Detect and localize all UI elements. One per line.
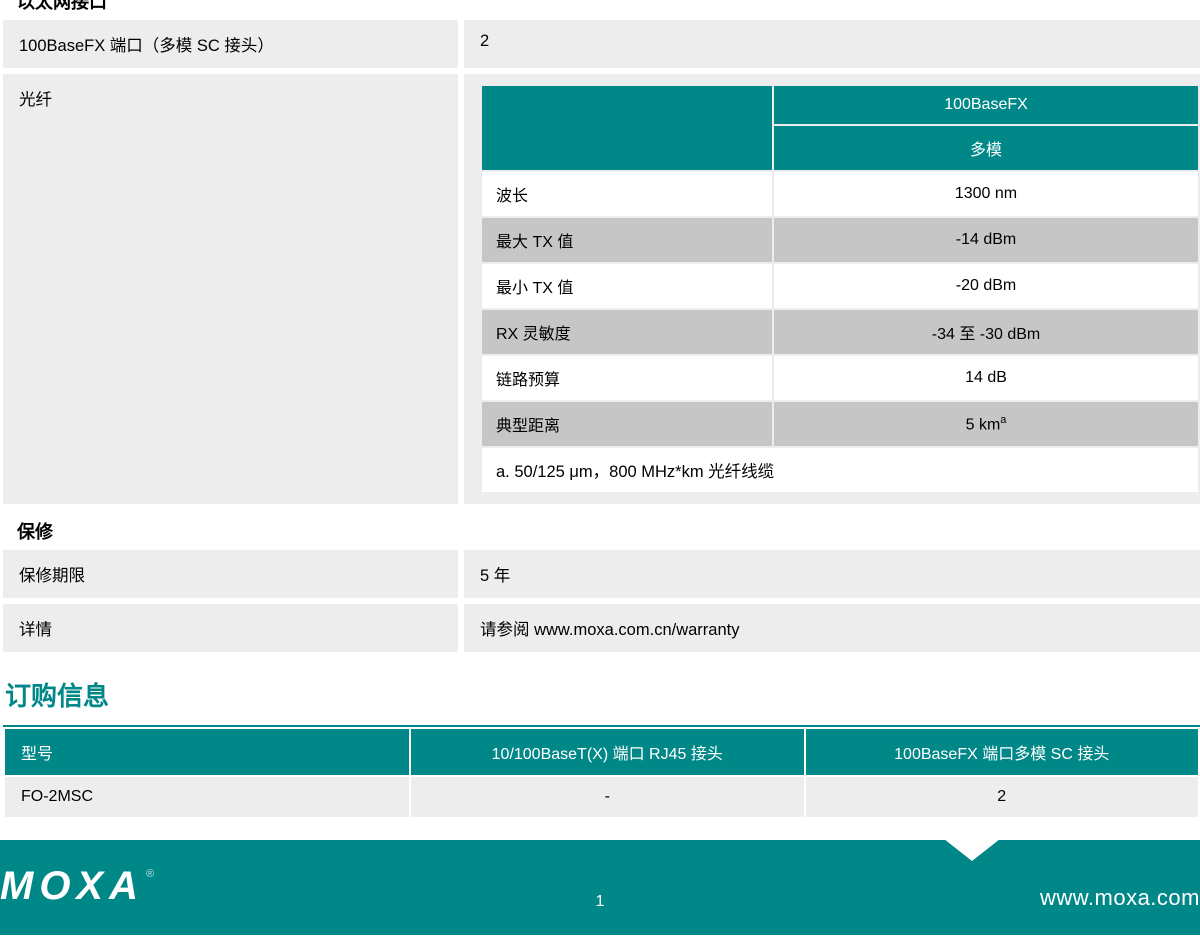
spec-label-fiber: 光纤 xyxy=(3,74,458,504)
registered-mark-icon: ® xyxy=(146,868,154,880)
section-title-warranty: 保修 xyxy=(3,518,1200,550)
fiber-row-value: -34 至 -30 dBm xyxy=(774,310,1198,354)
footer-notch-icon xyxy=(944,839,1000,861)
ordering-cell: 2 xyxy=(806,777,1199,817)
spec-label: 100BaseFX 端口（多模 SC 接头） xyxy=(3,20,458,68)
fiber-row-value: -14 dBm xyxy=(774,218,1198,262)
moxa-logo: MOXA ® xyxy=(0,866,154,906)
ordering-col-header: 100BaseFX 端口多模 SC 接头 xyxy=(806,729,1199,775)
ordering-col-header: 10/100BaseT(X) 端口 RJ45 接头 xyxy=(411,729,804,775)
fiber-header-1: 100BaseFX xyxy=(774,86,1198,124)
fiber-row-label: 波长 xyxy=(482,172,772,216)
footer-url: www.moxa.com xyxy=(1040,885,1200,911)
spec-row: 保修期限 5 年 xyxy=(3,550,1200,598)
fiber-row-label: 典型距离 xyxy=(482,402,772,446)
fiber-row-value: 14 dB xyxy=(774,356,1198,400)
fiber-table: 100BaseFX 多模 波长 1300 nm 最大 TX 值 -14 dBm … xyxy=(480,84,1200,494)
fiber-row-label: 链路预算 xyxy=(482,356,772,400)
fiber-row-value: 1300 nm xyxy=(774,172,1198,216)
fiber-header-2: 多模 xyxy=(774,126,1198,170)
fiber-row-label: 最小 TX 值 xyxy=(482,264,772,308)
ordering-cell: - xyxy=(411,777,804,817)
spec-row: 详情 请参阅 www.moxa.com.cn/warranty xyxy=(3,604,1200,652)
fiber-row-value-distance: 5 kma xyxy=(774,402,1198,446)
fiber-row-label: RX 灵敏度 xyxy=(482,310,772,354)
logo-text: MOXA xyxy=(0,866,144,906)
spec-label: 保修期限 xyxy=(3,550,458,598)
fiber-footnote: a. 50/125 μm，800 MHz*km 光纤线缆 xyxy=(482,448,1198,492)
ordering-col-header: 型号 xyxy=(5,729,409,775)
spec-row: 100BaseFX 端口（多模 SC 接头） 2 xyxy=(3,20,1200,68)
fiber-header-blank xyxy=(482,86,772,170)
fiber-row-value: -20 dBm xyxy=(774,264,1198,308)
section-title-ethernet: 以太网接口 xyxy=(3,0,1200,20)
spec-row-fiber: 光纤 100BaseFX 多模 波长 1300 nm 最大 TX 值 -14 d… xyxy=(3,74,1200,504)
spec-label: 详情 xyxy=(3,604,458,652)
spec-value: 2 xyxy=(464,20,1200,68)
section-title-ordering: 订购信息 xyxy=(3,658,1200,725)
page-footer: MOXA ® 1 www.moxa.com xyxy=(0,840,1200,935)
spec-value: 请参阅 www.moxa.com.cn/warranty xyxy=(464,604,1200,652)
fiber-table-container: 100BaseFX 多模 波长 1300 nm 最大 TX 值 -14 dBm … xyxy=(464,74,1200,504)
fiber-row-label: 最大 TX 值 xyxy=(482,218,772,262)
ordering-table: 型号 10/100BaseT(X) 端口 RJ45 接头 100BaseFX 端… xyxy=(3,727,1200,819)
page-number: 1 xyxy=(596,893,605,911)
ordering-cell: FO-2MSC xyxy=(5,777,409,817)
table-row: FO-2MSC - 2 xyxy=(5,777,1198,817)
spec-value: 5 年 xyxy=(464,550,1200,598)
